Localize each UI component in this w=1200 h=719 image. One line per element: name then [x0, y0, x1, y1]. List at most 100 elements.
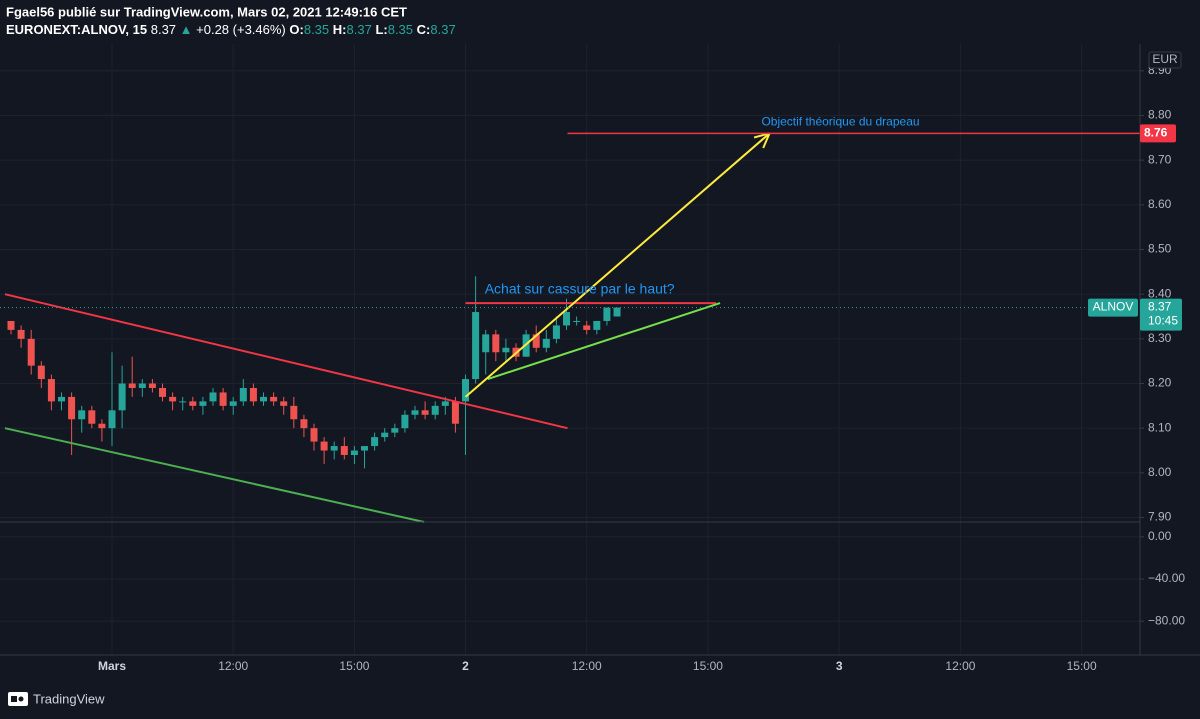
candle-body — [219, 392, 227, 406]
y-tick-label: 8.70 — [1148, 152, 1172, 166]
candle-body — [239, 387, 247, 402]
candle-body — [411, 410, 419, 415]
candle-body — [98, 423, 106, 429]
target-tag — [1140, 124, 1176, 143]
candle-body — [138, 383, 146, 388]
y2-tick-label: −80.00 — [1148, 613, 1185, 627]
candle-body — [583, 325, 591, 330]
x-tick-label: Mars — [98, 659, 126, 673]
candle-body — [532, 334, 540, 348]
candle-body — [482, 334, 490, 353]
candle-body — [431, 405, 439, 415]
candle-body — [249, 387, 257, 402]
x-tick-label: 12:00 — [572, 659, 602, 673]
candle-body — [361, 446, 369, 451]
candle-body — [472, 312, 480, 380]
symbol: EURONEXT:ALNOV, 15 — [6, 22, 147, 37]
y-tick-label: 7.90 — [1148, 510, 1172, 524]
candle-body — [542, 338, 550, 348]
annotation: Objectif théorique du drapeau — [761, 114, 919, 128]
candle-body — [320, 441, 328, 451]
brand: TradingView — [33, 691, 105, 706]
candle-body — [613, 307, 621, 317]
candle-body — [441, 401, 449, 406]
y-tick-label: 8.20 — [1148, 376, 1172, 390]
x-tick-label: 15:00 — [1067, 659, 1097, 673]
candle-body — [603, 307, 611, 321]
candle-body — [310, 428, 318, 442]
candle-body — [47, 379, 55, 402]
candle-body — [189, 401, 197, 406]
plot: Objectif théorique du drapeau Achat sur c… — [0, 114, 1140, 523]
candle-body — [199, 401, 207, 406]
candle-body — [148, 383, 156, 388]
x-tick-label: 12:00 — [945, 659, 975, 673]
candle-body — [169, 396, 177, 402]
candle-body — [68, 396, 76, 420]
candle-body — [209, 392, 217, 402]
y-tick-label: 8.60 — [1148, 197, 1172, 211]
candle-body — [88, 410, 96, 424]
candle-body — [451, 401, 459, 424]
low-value: 8.35 — [388, 22, 413, 37]
candle-body — [401, 414, 409, 429]
x-tick-label: 15:00 — [693, 659, 723, 673]
logo-icon — [18, 696, 24, 702]
candle-body — [330, 446, 338, 451]
trendline — [487, 302, 721, 380]
symbol-tag — [1088, 298, 1138, 317]
price-tag — [1140, 298, 1182, 331]
candle-body — [573, 320, 581, 322]
last-price: 8.37 — [151, 22, 176, 37]
candle-body — [340, 446, 348, 455]
candle-body — [300, 419, 308, 429]
candle-body — [118, 383, 126, 411]
candle-body — [280, 401, 288, 406]
axes: 7.90 8.00 8.10 8.20 8.30 8.40 8.50 8.60 8.70 8.80… — [98, 63, 1185, 673]
candle-body — [37, 365, 45, 380]
candle-body — [7, 320, 15, 330]
candle-body — [17, 329, 25, 339]
candle-body — [260, 396, 268, 402]
candle-body — [552, 325, 560, 339]
target-tag-label: 8.76 — [1144, 126, 1168, 140]
candle-body — [270, 396, 278, 402]
y-tick-label: 8.40 — [1148, 286, 1172, 300]
candle-body — [27, 338, 35, 366]
up-icon: ▲ — [176, 22, 196, 37]
y2-tick-label: −40.00 — [1148, 571, 1185, 585]
trendline — [4, 293, 568, 430]
author-line: Fgael56 publié sur TradingView.com, Mars… — [6, 4, 407, 19]
logo-icon — [11, 696, 17, 702]
candle-body — [593, 320, 601, 330]
currency-box — [1148, 51, 1182, 69]
y-tick-label: 8.80 — [1148, 108, 1172, 122]
x-tick-label: 2 — [462, 659, 469, 673]
x-tick-label: 12:00 — [218, 659, 248, 673]
candle-body — [492, 334, 500, 353]
candle-body — [159, 387, 167, 397]
logo-icon — [8, 692, 28, 706]
candle-body — [58, 396, 66, 402]
candle-body — [78, 410, 86, 420]
candle-body — [179, 401, 187, 403]
y-tick-label: 8.00 — [1148, 465, 1172, 479]
y-tick-label: 8.10 — [1148, 420, 1172, 434]
high-value: 8.37 — [347, 22, 372, 37]
candle-body — [128, 383, 136, 388]
price-tag-label: 8.37 — [1148, 300, 1172, 314]
low-label: L: — [375, 22, 387, 37]
candle-body — [502, 347, 510, 353]
annotation: Achat sur cassure par le haut? — [485, 280, 675, 296]
open-label: O: — [289, 22, 303, 37]
x-tick-label: 3 — [836, 659, 843, 673]
y2-tick-label: 0.00 — [1148, 529, 1172, 543]
candle-body — [462, 379, 470, 402]
candle-body — [563, 312, 571, 326]
candle-body — [290, 405, 298, 420]
candle-body — [229, 401, 237, 406]
grid — [0, 44, 1140, 655]
